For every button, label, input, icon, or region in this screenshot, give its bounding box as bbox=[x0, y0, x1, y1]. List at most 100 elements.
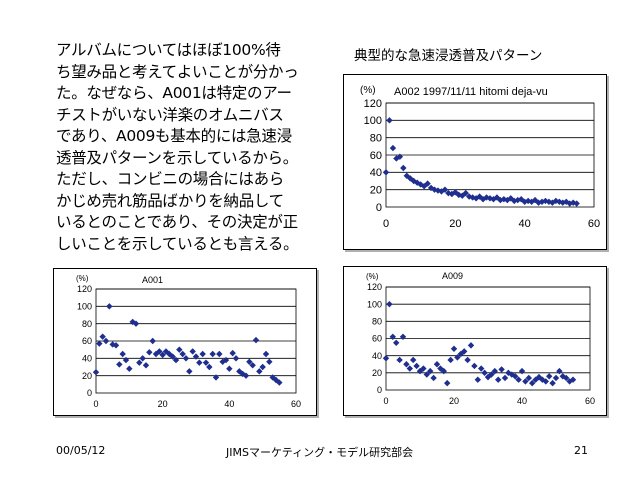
data-point bbox=[142, 362, 150, 369]
data-point bbox=[484, 373, 492, 381]
data-point bbox=[490, 196, 497, 203]
data-point bbox=[420, 183, 428, 190]
body-line: チストがいない洋楽のオムニバス bbox=[56, 105, 284, 124]
data-point bbox=[467, 342, 475, 349]
x-tick-label: 20 bbox=[449, 218, 461, 230]
x-tick-label: 60 bbox=[588, 218, 600, 230]
data-point bbox=[256, 368, 263, 375]
data-point bbox=[416, 367, 424, 375]
x-tick-label: 0 bbox=[383, 218, 389, 230]
data-point bbox=[216, 350, 223, 358]
chart-svg: 0 20 40 60 80 100 120 0 20 40 60 A001 (%) bbox=[76, 274, 301, 409]
data-point bbox=[249, 362, 256, 369]
data-point bbox=[259, 363, 266, 371]
data-point bbox=[491, 367, 498, 375]
y-unit-label: (%) bbox=[76, 274, 89, 283]
y-tick-label: 60 bbox=[372, 334, 382, 344]
y-tick-label: 0 bbox=[377, 385, 382, 395]
x-tick-label: 0 bbox=[93, 399, 98, 409]
data-point bbox=[423, 371, 430, 378]
data-point bbox=[495, 376, 502, 383]
data-point bbox=[96, 340, 103, 347]
footer-page: 21 bbox=[574, 444, 588, 457]
data-point bbox=[189, 348, 196, 355]
y-tick-label: 120 bbox=[367, 282, 382, 292]
x-tick-label: 20 bbox=[158, 399, 168, 409]
body-line: アルバムについてはほぼ100%待 bbox=[56, 41, 281, 59]
data-point bbox=[389, 333, 396, 340]
y-tick-label: 0 bbox=[87, 388, 92, 398]
chart-a001: 0 20 40 60 80 100 120 0 20 40 60 A001 (%) bbox=[53, 268, 317, 416]
data-point bbox=[393, 339, 400, 346]
data-point bbox=[136, 359, 143, 366]
data-point bbox=[501, 374, 509, 382]
data-point bbox=[209, 350, 216, 358]
x-tick-label: 40 bbox=[519, 218, 531, 230]
data-point bbox=[450, 345, 458, 352]
data-point bbox=[464, 356, 471, 364]
body-text: アルバムについてはほぼ100%待 ち望み品と考えてよいことが分かっ た。なぜなら… bbox=[56, 40, 346, 255]
data-point bbox=[410, 356, 417, 364]
y-tick-label: 60 bbox=[82, 336, 92, 346]
data-point bbox=[538, 198, 546, 205]
data-point bbox=[262, 350, 270, 358]
data-point bbox=[176, 346, 183, 353]
data-point bbox=[199, 350, 206, 358]
data-point bbox=[149, 337, 156, 345]
y-tick-label: 120 bbox=[77, 284, 92, 294]
y-tick-label: 20 bbox=[372, 368, 382, 378]
data-point bbox=[518, 367, 526, 375]
data-point bbox=[478, 365, 485, 372]
chart-a009: 0 20 40 60 80 100 120 0 20 40 60 A009 (%) bbox=[343, 266, 607, 416]
body-line: であり、A009も基本的には急速浸 bbox=[56, 127, 292, 145]
x-tick-label: 0 bbox=[383, 396, 388, 406]
data-point bbox=[232, 355, 240, 362]
y-tick-label: 120 bbox=[364, 98, 382, 110]
y-tick-label: 40 bbox=[372, 351, 382, 361]
data-point bbox=[132, 320, 140, 327]
footer-date: 00/05/12 bbox=[56, 444, 106, 457]
plot-frame bbox=[95, 288, 297, 394]
chart-a002: 0 20 40 60 80 100 120 0 20 40 60 A002 1997/11/11 hi… bbox=[343, 74, 607, 250]
data-point bbox=[403, 172, 410, 179]
data-point bbox=[172, 356, 180, 364]
data-point bbox=[445, 189, 452, 197]
y-tick-label: 40 bbox=[82, 353, 92, 363]
data-point bbox=[196, 359, 203, 366]
data-point bbox=[146, 349, 153, 356]
y-unit-label: (%) bbox=[360, 85, 376, 96]
data-point bbox=[396, 356, 403, 364]
data-point bbox=[266, 358, 273, 365]
x-tick-label: 60 bbox=[585, 396, 595, 406]
y-tick-label: 60 bbox=[370, 150, 382, 162]
data-point bbox=[447, 356, 454, 364]
y-tick-label: 80 bbox=[372, 316, 382, 326]
data-point bbox=[403, 361, 410, 368]
data-point bbox=[488, 371, 495, 378]
data-point bbox=[152, 350, 160, 358]
data-point bbox=[246, 358, 253, 365]
data-point bbox=[413, 362, 420, 370]
x-tick-label: 60 bbox=[291, 399, 301, 409]
chart-svg: 0 20 40 60 80 100 120 0 20 40 60 A002 1997/11/11 hi… bbox=[360, 85, 600, 230]
chart-title: A001 bbox=[142, 275, 163, 285]
data-point bbox=[119, 350, 126, 358]
data-point bbox=[126, 365, 133, 372]
data-point bbox=[396, 153, 404, 160]
data-point bbox=[139, 355, 146, 362]
body-line: かじめ売れ筋品ばかりを納品して bbox=[56, 191, 284, 210]
data-point bbox=[549, 379, 556, 387]
data-point bbox=[498, 366, 505, 373]
data-point bbox=[382, 169, 390, 176]
data-point bbox=[122, 356, 130, 364]
data-point bbox=[474, 376, 481, 383]
data-point bbox=[393, 155, 400, 162]
data-point bbox=[186, 368, 193, 375]
data-point bbox=[162, 348, 170, 355]
y-tick-label: 40 bbox=[370, 167, 382, 179]
body-line: しいことを示しているとも言える。 bbox=[56, 234, 299, 253]
data-point bbox=[129, 318, 136, 326]
data-point bbox=[252, 336, 260, 344]
data-point bbox=[556, 367, 563, 375]
data-point bbox=[276, 379, 283, 386]
